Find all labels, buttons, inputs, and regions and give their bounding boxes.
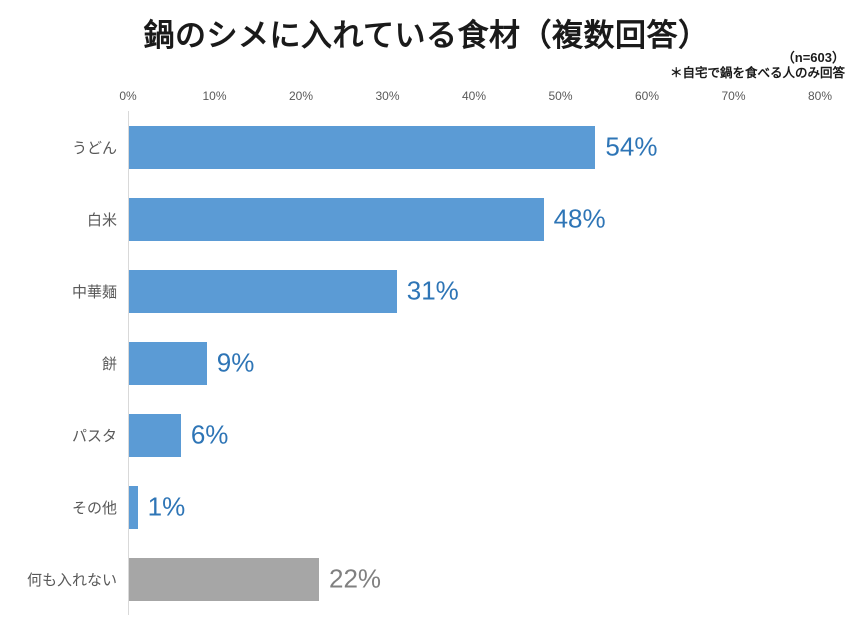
bar (129, 269, 397, 313)
chart-notes: （n=603） ＊自宅で鍋を食べる人のみ回答 (670, 50, 845, 82)
bar-rows: うどん 54% 白米 48% 中華麺 31% 餅 9% パスタ 6% その他 1% 何も入れない 22% (10, 111, 845, 615)
value-label: 9% (216, 347, 255, 378)
chart-title: 鍋のシメに入れている食材（複数回答） (143, 18, 710, 53)
bar-row: 餅 9% (10, 327, 845, 399)
category-label: 何も入れない (26, 571, 117, 589)
plot-cell: 48% (128, 183, 820, 255)
x-tick-label: 10% (202, 89, 227, 103)
bar-row: 白米 48% (10, 183, 845, 255)
sample-size-note: （n=603） (781, 50, 845, 65)
category-label: パスタ (71, 427, 117, 445)
value-label: 6% (190, 419, 229, 450)
category-label: 中華麺 (71, 283, 117, 301)
value-label: 31% (406, 275, 459, 306)
value-label: 22% (329, 563, 382, 594)
value-label: 1% (147, 491, 186, 522)
value-label: 54% (605, 131, 658, 162)
category-label: その他 (71, 499, 117, 517)
bar-row: パスタ 6% (10, 399, 845, 471)
bar (129, 557, 320, 601)
x-tick-label: 20% (288, 89, 314, 103)
plot-cell: 31% (128, 255, 820, 327)
bar-row: 中華麺 31% (10, 255, 845, 327)
plot-cell: 6% (128, 399, 820, 471)
x-tick-label: 40% (461, 89, 487, 103)
x-tick-label: 0% (119, 89, 137, 103)
x-axis: 0% 10% 20% 30% 40% 50% 60% 70% 80% (119, 86, 832, 111)
x-tick-label: 50% (548, 89, 573, 103)
bar (129, 197, 544, 241)
bar-row: 何も入れない 22% (10, 543, 845, 615)
x-tick-label: 30% (375, 89, 400, 103)
bar (129, 485, 138, 529)
bar (129, 413, 181, 457)
category-label: 白米 (86, 211, 117, 229)
x-tick-label: 60% (634, 89, 660, 103)
value-label: 48% (553, 203, 606, 234)
bar (129, 341, 207, 385)
plot-cell: 9% (128, 327, 820, 399)
bar-row: その他 1% (10, 471, 845, 543)
x-tick-label: 70% (721, 89, 746, 103)
x-tick-label: 80% (807, 89, 833, 103)
plot-cell: 54% (128, 111, 820, 183)
plot-cell: 1% (128, 471, 820, 543)
category-label: うどん (71, 139, 117, 157)
category-label: 餅 (101, 355, 117, 373)
plot-cell: 22% (128, 543, 820, 615)
bar-chart: 0% 10% 20% 30% 40% 50% 60% 70% 80% うどん 54% 白米 48% 中華… (10, 86, 845, 615)
bar-row: うどん 54% (10, 111, 845, 183)
bar (129, 125, 596, 169)
condition-note: ＊自宅で鍋を食べる人のみ回答 (669, 66, 845, 81)
